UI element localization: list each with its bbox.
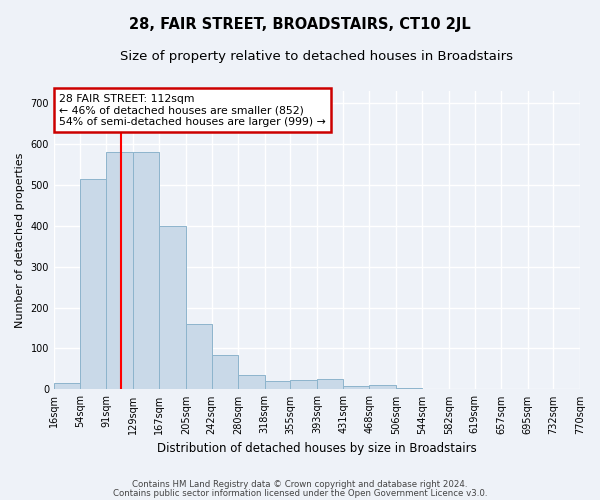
Bar [212,356,238,390]
Bar [290,380,317,390]
X-axis label: Distribution of detached houses by size in Broadstairs: Distribution of detached houses by size … [157,442,477,455]
Bar [80,178,106,390]
Title: Size of property relative to detached houses in Broadstairs: Size of property relative to detached ho… [121,50,514,63]
Bar [265,381,290,390]
Bar [106,152,133,390]
Bar [238,375,265,390]
Bar [317,379,343,390]
Text: Contains HM Land Registry data © Crown copyright and database right 2024.: Contains HM Land Registry data © Crown c… [132,480,468,489]
Text: 28, FAIR STREET, BROADSTAIRS, CT10 2JL: 28, FAIR STREET, BROADSTAIRS, CT10 2JL [129,18,471,32]
Bar [54,384,80,390]
Text: 28 FAIR STREET: 112sqm
← 46% of detached houses are smaller (852)
54% of semi-de: 28 FAIR STREET: 112sqm ← 46% of detached… [59,94,326,126]
Y-axis label: Number of detached properties: Number of detached properties [15,152,25,328]
Bar [133,152,159,390]
Bar [186,324,212,390]
Text: Contains public sector information licensed under the Open Government Licence v3: Contains public sector information licen… [113,489,487,498]
Bar [369,384,396,390]
Bar [159,226,186,390]
Bar [343,386,369,390]
Bar [396,388,422,390]
